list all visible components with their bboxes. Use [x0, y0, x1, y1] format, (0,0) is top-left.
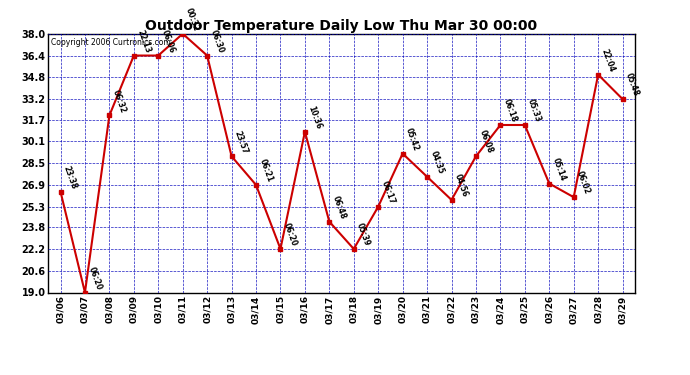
- Text: 06:18: 06:18: [502, 98, 518, 124]
- Text: 22:04: 22:04: [600, 48, 616, 73]
- Text: 06:06: 06:06: [159, 28, 177, 54]
- Text: 06:21: 06:21: [257, 158, 274, 183]
- Text: 06:20: 06:20: [282, 222, 299, 248]
- Text: 06:30: 06:30: [208, 28, 225, 54]
- Text: 04:35: 04:35: [428, 150, 445, 176]
- Text: 05:39: 05:39: [355, 222, 372, 248]
- Text: Copyright 2006 Curtronics.com: Copyright 2006 Curtronics.com: [51, 38, 171, 46]
- Text: 22:13: 22:13: [135, 28, 152, 54]
- Text: 06:08: 06:08: [477, 129, 494, 155]
- Text: 23:57: 23:57: [233, 129, 250, 155]
- Text: 10:36: 10:36: [306, 105, 323, 130]
- Text: 04:56: 04:56: [453, 173, 470, 198]
- Text: 06:32: 06:32: [111, 88, 128, 114]
- Text: 23:38: 23:38: [62, 165, 79, 190]
- Text: 05:48: 05:48: [624, 72, 641, 98]
- Text: 06:20: 06:20: [86, 266, 103, 291]
- Text: 05:14: 05:14: [551, 156, 567, 182]
- Text: 05:33: 05:33: [526, 98, 543, 124]
- Text: 05:42: 05:42: [404, 127, 421, 152]
- Title: Outdoor Temperature Daily Low Thu Mar 30 00:00: Outdoor Temperature Daily Low Thu Mar 30…: [146, 19, 538, 33]
- Text: 06:48: 06:48: [331, 194, 348, 220]
- Text: 06:17: 06:17: [380, 180, 396, 206]
- Text: 00:32: 00:32: [184, 7, 201, 32]
- Text: 06:02: 06:02: [575, 170, 592, 196]
